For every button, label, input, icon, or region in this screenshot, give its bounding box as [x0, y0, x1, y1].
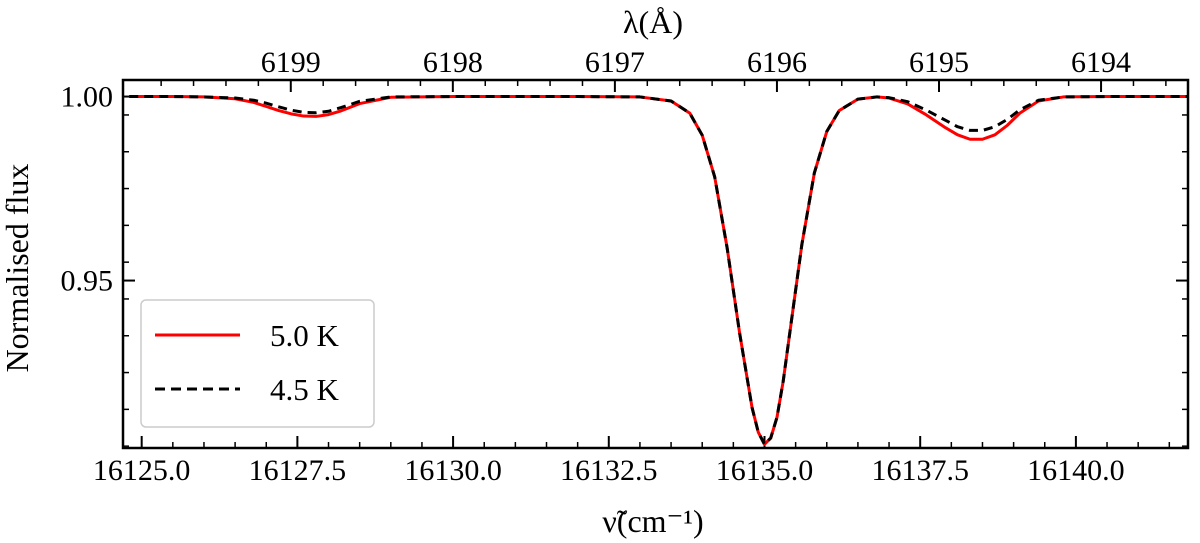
x-tick-label: 16140.0 [1027, 454, 1125, 487]
tick-labels-layer: 16125.0 16127.5 16130.0 16132.5 16135.0 16137… [61, 46, 1132, 487]
top-tick-label: 6198 [423, 46, 483, 79]
top-axis-label: λ(Å) [623, 4, 683, 40]
x-tick-label: 16132.5 [560, 454, 658, 487]
x-tick-label: 16135.0 [716, 454, 814, 487]
top-tick-label: 6199 [261, 46, 321, 79]
x-tick-label: 16125.0 [93, 454, 191, 487]
y-tick-label: 1.00 [61, 81, 114, 114]
legend-label-series-1: 5.0 K [270, 318, 340, 353]
x-tick-label: 16137.5 [871, 454, 969, 487]
legend-label-series-2: 4.5 K [270, 372, 340, 407]
series-line-2 [129, 95, 1188, 446]
legend: 5.0 K 4.5 K [140, 299, 375, 428]
x-tick-label: 16127.5 [249, 454, 347, 487]
x-axis-label: ν̃(cm⁻¹) [602, 503, 703, 539]
y-tick-label: 0.95 [61, 265, 114, 298]
y-axis-label: Normalised flux [0, 164, 35, 373]
top-tick-label: 6194 [1071, 46, 1131, 79]
top-tick-label: 6195 [909, 46, 969, 79]
plot-frame [121, 78, 1190, 450]
top-tick-label: 6196 [747, 46, 807, 79]
legend-box [140, 299, 375, 428]
series-layer [129, 95, 1188, 446]
x-tick-label: 16130.0 [404, 454, 502, 487]
top-tick-label: 6197 [585, 46, 645, 79]
